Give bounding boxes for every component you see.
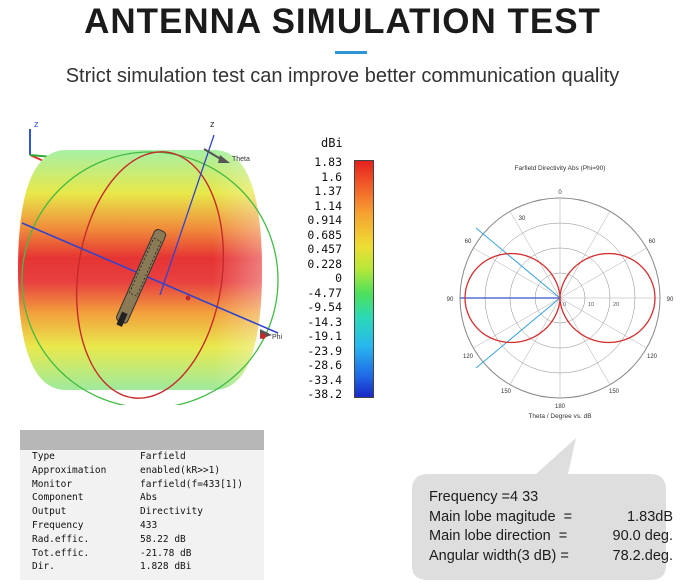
colorbar-tick-label: -9.54 — [307, 300, 342, 314]
property-row: Approximation enabled(kR>>1) — [20, 464, 264, 478]
polar-title: Farfield Directivity Abs (Phi=90) — [515, 165, 606, 172]
polar-angle-label: 120 — [463, 354, 474, 360]
property-row: Frequency 433 — [20, 519, 264, 533]
summary-value: 78.2.deg. — [612, 547, 673, 564]
property-row: Monitor farfield(f=433[1]) — [20, 478, 264, 492]
phi-label: Phi — [272, 334, 283, 341]
property-value: Abs — [140, 492, 158, 504]
polar-caption: Theta / Degree vs. dB — [528, 413, 591, 420]
summary-bubble — [412, 438, 666, 580]
property-value: -21.78 dB — [140, 547, 192, 559]
polar-angle-label: 30 — [519, 216, 526, 222]
colorbar-tick-label: 0.914 — [307, 213, 342, 227]
property-key: Dir. — [32, 561, 55, 573]
property-row: Tot.effic. -21.78 dB — [20, 547, 264, 561]
property-row: Type Farfield — [20, 450, 264, 464]
colorbar-tick-label: -33.4 — [307, 372, 342, 387]
pattern-lobe-left — [464, 252, 561, 344]
property-key: Approximation — [32, 464, 107, 476]
property-value: Farfield — [140, 451, 186, 462]
property-row: Rad.effic. 58.22 dB — [20, 533, 264, 547]
property-key: Rad.effic. — [32, 533, 90, 545]
colorbar-tick-label: 0.228 — [307, 256, 342, 271]
beamwidth-line-lower — [475, 297, 561, 369]
pattern-3d-plot: z x z Theta Phi — [18, 119, 283, 405]
property-key: Component — [32, 492, 84, 504]
colorbar-tick-label: -38.2 — [307, 387, 342, 401]
theta-label: Theta — [232, 156, 250, 163]
property-value: 58.22 dB — [140, 533, 186, 545]
summary-frequency: Frequency =4 33 — [429, 489, 539, 505]
summary-label: Main lobe direction = — [429, 528, 568, 544]
polar-angle-label: 60 — [465, 239, 472, 245]
polar-ring-label: 10 — [588, 302, 594, 308]
colorbar-unit: dBi — [321, 136, 343, 150]
z-axis-label: z — [210, 119, 215, 129]
property-row: Dir. 1.828 dBi — [20, 560, 264, 574]
property-value: farfield(f=433[1]) — [140, 478, 243, 490]
property-value: 1.828 dBi — [140, 561, 192, 573]
colorbar-tick-label: -23.9 — [307, 343, 342, 358]
summary-label: Angular width(3 dB) = — [429, 547, 569, 564]
summary-row: Angular width(3 dB) = 78.2.deg. — [429, 547, 673, 567]
colorbar-tick-label: 1.6 — [321, 169, 342, 184]
colorbar-tick-label: -28.6 — [307, 358, 342, 372]
pattern-lobe-right — [559, 252, 656, 344]
property-key: Tot.effic. — [32, 547, 90, 559]
colorbar-tick-label: -14.3 — [307, 314, 342, 329]
polar-angle-label: 180 — [555, 404, 566, 410]
property-value: enabled(kR>>1) — [140, 464, 221, 476]
polar-angle-label: 150 — [609, 389, 620, 395]
page-title: ANTENNA SIMULATION TEST — [84, 2, 601, 41]
properties-header — [20, 430, 264, 450]
colorbar-tick-label: 1.37 — [314, 184, 342, 198]
polar-angle-label: 90 — [447, 297, 454, 303]
polar-angle-label: 0 — [558, 190, 562, 196]
summary-value: 1.83dB — [627, 508, 673, 525]
polar-angle-label: 60 — [649, 239, 656, 245]
polar-angle-label: 90 — [667, 297, 674, 303]
property-value: Directivity — [140, 506, 203, 518]
summary-value: 90.0 deg. — [612, 528, 673, 544]
colorbar-tick-label: 1.83 — [314, 155, 342, 169]
antenna-model — [116, 228, 167, 327]
colorbar-tick-label: 1.14 — [314, 198, 342, 213]
farfield-properties-panel: Type Farfield Approximation enabled(kR>>1) M… — [20, 430, 264, 580]
polar-angle-label: 150 — [501, 389, 512, 395]
title-underline — [335, 51, 367, 54]
property-key: Type — [32, 451, 55, 462]
property-key: Frequency — [32, 519, 84, 531]
property-key: Monitor — [32, 478, 73, 490]
summary-text: Frequency =4 33 Main lobe magitude = 1.83… — [429, 488, 673, 566]
colorbar-tick-label: -4.77 — [307, 285, 342, 300]
page-subtitle: Strict simulation test can improve bette… — [65, 65, 620, 87]
polar-ring-label: 20 — [613, 302, 619, 308]
colorbar-scale — [354, 160, 374, 398]
property-row: Output Directivity — [20, 505, 264, 519]
colorbar-tick-label: 0.457 — [307, 242, 342, 256]
property-value: 433 — [140, 519, 158, 531]
polar-ring-label: 0 — [563, 302, 566, 308]
summary-row: Main lobe direction = 90.0 deg. — [429, 527, 673, 547]
colorbar-tick-label: -19.1 — [307, 329, 342, 343]
colorbar-ticks: 1.83 1.6 1.37 1.14 0.914 0.685 0.457 0.228 0 -4.7… — [290, 156, 342, 400]
colorbar-tick-label: 0.685 — [307, 227, 342, 242]
property-row: Component Abs — [20, 491, 264, 505]
summary-row: Main lobe magitude = 1.83dB — [429, 508, 673, 528]
polar-angle-label: 120 — [647, 354, 658, 360]
polar-directivity-plot: Farfield Directivity Abs (Phi=90) 0 60 60 9… — [447, 165, 674, 420]
property-key: Output — [32, 506, 67, 518]
colorbar-tick-label: 0 — [335, 271, 342, 285]
beamwidth-line-upper — [475, 227, 561, 299]
mini-z-label: z — [34, 119, 39, 129]
summary-label: Main lobe magitude = — [429, 508, 573, 525]
